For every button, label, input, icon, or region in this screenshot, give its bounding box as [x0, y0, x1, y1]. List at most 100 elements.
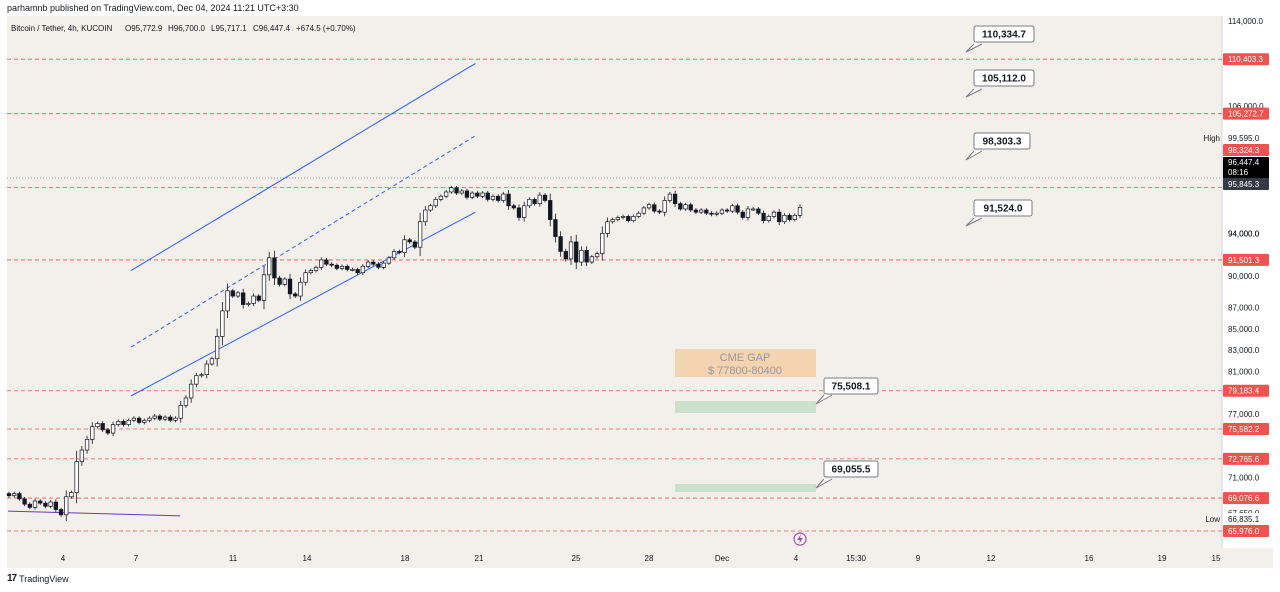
candle[interactable] — [511, 203, 516, 210]
candle[interactable] — [641, 205, 647, 216]
candle[interactable] — [652, 202, 657, 214]
candle[interactable] — [558, 231, 563, 257]
candle[interactable] — [646, 202, 652, 210]
candle[interactable] — [709, 211, 714, 217]
candle[interactable] — [178, 400, 183, 423]
candle[interactable] — [407, 237, 412, 244]
candle[interactable] — [792, 213, 797, 222]
price-label-level[interactable] — [1223, 492, 1269, 505]
candle[interactable] — [433, 197, 438, 209]
candle[interactable] — [32, 498, 38, 510]
candle[interactable] — [220, 301, 225, 346]
candle[interactable] — [188, 379, 194, 403]
candle[interactable] — [636, 211, 641, 219]
candle[interactable] — [704, 208, 709, 216]
candle[interactable] — [417, 212, 423, 257]
candle[interactable] — [402, 235, 407, 257]
candle[interactable] — [501, 191, 506, 203]
candle[interactable] — [657, 209, 662, 215]
candle[interactable] — [27, 502, 32, 510]
candle[interactable] — [756, 207, 761, 216]
candle[interactable] — [771, 210, 777, 219]
candle[interactable] — [386, 255, 392, 266]
candle[interactable] — [293, 292, 298, 298]
footer-brand[interactable]: TradingView — [19, 573, 69, 584]
candle[interactable] — [631, 214, 636, 223]
candle[interactable] — [751, 207, 756, 211]
candle[interactable] — [563, 248, 568, 262]
candle[interactable] — [225, 283, 230, 318]
candle[interactable] — [667, 191, 673, 203]
callout-91524[interactable]: 91,524.0 — [965, 199, 1033, 227]
candle[interactable] — [470, 191, 475, 200]
candle[interactable] — [574, 234, 579, 270]
candle[interactable] — [438, 194, 444, 202]
candle[interactable] — [282, 277, 287, 287]
candle[interactable] — [553, 213, 558, 243]
candle[interactable] — [532, 197, 537, 206]
candle[interactable] — [714, 211, 719, 217]
candle[interactable] — [475, 191, 480, 199]
candle[interactable] — [594, 251, 600, 259]
demand-zone-69k[interactable] — [675, 484, 816, 492]
candle[interactable] — [735, 203, 740, 215]
price-label-level[interactable] — [1223, 107, 1269, 120]
candle[interactable] — [412, 239, 418, 250]
candle[interactable] — [610, 217, 615, 224]
candle[interactable] — [548, 193, 553, 227]
candle[interactable] — [162, 415, 168, 422]
demand-zone-75k[interactable] — [675, 401, 816, 413]
candle[interactable] — [64, 490, 69, 522]
candle[interactable] — [443, 190, 449, 199]
price-label-dark[interactable] — [1223, 178, 1269, 190]
candle[interactable] — [568, 235, 574, 265]
candle[interactable] — [261, 265, 267, 310]
candle[interactable] — [350, 267, 355, 272]
candle[interactable] — [110, 421, 116, 437]
candle[interactable] — [724, 208, 730, 214]
candle[interactable] — [121, 419, 126, 427]
candle[interactable] — [152, 414, 157, 421]
candle[interactable] — [730, 203, 735, 214]
candle[interactable] — [355, 267, 360, 275]
trend-line[interactable] — [7, 510, 181, 517]
candle[interactable] — [194, 372, 199, 388]
candle[interactable] — [345, 264, 350, 272]
channel-upper-line[interactable] — [130, 63, 476, 271]
candle[interactable] — [329, 262, 334, 268]
candle[interactable] — [53, 499, 58, 513]
candle[interactable] — [334, 263, 339, 271]
candle[interactable] — [100, 421, 105, 433]
price-axis[interactable]: 114,000.0106,000.0102,000.094,000.090,00… — [1204, 17, 1269, 537]
candle[interactable] — [215, 328, 220, 367]
candle[interactable] — [116, 419, 121, 427]
candle[interactable] — [626, 214, 631, 223]
cme-gap-zone[interactable] — [675, 349, 816, 377]
candle[interactable] — [17, 491, 22, 501]
candle[interactable] — [209, 356, 215, 366]
candle[interactable] — [740, 210, 745, 220]
candle[interactable] — [428, 203, 433, 212]
price-label-current[interactable] — [1223, 157, 1269, 179]
candle[interactable] — [90, 422, 95, 444]
candle[interactable] — [584, 246, 589, 267]
candle[interactable] — [600, 226, 605, 261]
candle[interactable] — [589, 254, 594, 264]
candle[interactable] — [371, 260, 376, 267]
candle[interactable] — [147, 416, 152, 423]
candle[interactable] — [277, 275, 282, 287]
price-label-level[interactable] — [1223, 422, 1269, 435]
candle[interactable] — [12, 491, 17, 498]
candle[interactable] — [672, 190, 678, 208]
candle[interactable] — [79, 445, 85, 466]
candle[interactable] — [579, 246, 584, 267]
candle[interactable] — [324, 258, 329, 267]
candle[interactable] — [126, 418, 131, 427]
candle[interactable] — [199, 372, 204, 378]
candle[interactable] — [527, 197, 532, 209]
candle[interactable] — [688, 202, 693, 212]
candle[interactable] — [698, 208, 704, 215]
candle[interactable] — [365, 260, 371, 269]
candle[interactable] — [766, 214, 771, 223]
